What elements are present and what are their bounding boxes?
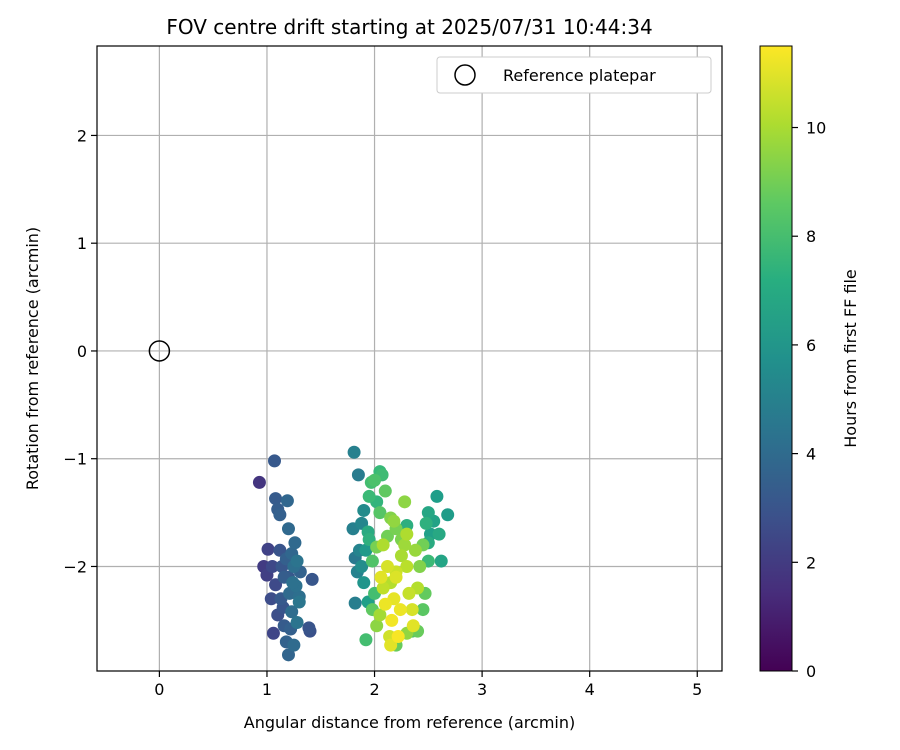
data-point <box>421 506 435 520</box>
colorbar-tick-label: 4 <box>806 445 816 464</box>
x-axis-label: Angular distance from reference (arcmin) <box>244 713 575 732</box>
data-point <box>400 527 414 541</box>
data-point <box>434 554 448 568</box>
data-point <box>359 633 373 647</box>
data-point <box>365 554 379 568</box>
data-point <box>406 619 420 633</box>
data-point <box>376 581 390 595</box>
data-point <box>398 538 412 552</box>
legend: Reference platepar <box>436 56 712 94</box>
x-tick-label: 3 <box>477 680 487 699</box>
data-point <box>287 638 301 652</box>
data-point <box>288 536 302 550</box>
colorbar-tick-label: 10 <box>806 119 826 138</box>
data-point <box>385 613 399 627</box>
data-point <box>416 603 430 617</box>
data-point <box>384 638 398 652</box>
y-tick-label: 2 <box>77 126 87 145</box>
data-point <box>355 559 369 573</box>
data-point <box>378 484 392 498</box>
data-point <box>405 603 419 617</box>
x-tick-label: 5 <box>692 680 702 699</box>
data-point <box>269 492 283 506</box>
data-point <box>370 619 384 633</box>
data-point <box>400 559 414 573</box>
reference-platepar-marker <box>148 340 171 362</box>
data-point <box>265 559 279 573</box>
x-tick-label: 0 <box>154 680 164 699</box>
data-point <box>374 570 388 584</box>
y-axis-ticks: −2 −1 0 1 2 <box>63 126 97 576</box>
x-axis-ticks: 0 1 2 3 4 5 <box>154 671 702 699</box>
grid <box>97 46 722 671</box>
plot-frame <box>96 45 723 672</box>
data-point <box>267 454 281 468</box>
data-point <box>391 630 405 644</box>
colorbar: 0 2 4 6 8 10 Hours from first FF file <box>759 45 860 681</box>
data-point <box>441 508 455 522</box>
data-point <box>413 559 427 573</box>
colorbar-tick-label: 2 <box>806 553 816 572</box>
data-point <box>393 603 407 617</box>
colorbar-gradient <box>759 45 793 672</box>
scatter-points <box>252 445 455 662</box>
data-point <box>269 578 283 592</box>
data-point <box>398 495 412 509</box>
data-point <box>389 570 403 584</box>
data-point <box>286 576 300 590</box>
data-point <box>373 506 387 520</box>
data-point <box>266 626 280 640</box>
data-point <box>419 516 433 530</box>
data-point <box>281 522 295 536</box>
y-tick-label: 0 <box>77 342 87 361</box>
x-tick-label: 4 <box>585 680 595 699</box>
data-point <box>285 605 299 619</box>
data-point <box>347 445 361 459</box>
data-point <box>357 576 371 590</box>
data-point <box>387 514 401 528</box>
data-point <box>408 543 422 557</box>
legend-marker <box>454 64 476 86</box>
data-point <box>357 503 371 517</box>
data-point <box>252 475 266 489</box>
x-tick-label: 2 <box>369 680 379 699</box>
chart-title: FOV centre drift starting at 2025/07/31 … <box>166 15 652 39</box>
data-point <box>292 595 306 609</box>
data-point <box>281 648 295 662</box>
colorbar-ticks: 0 2 4 6 8 10 <box>792 119 826 681</box>
data-point <box>351 468 365 482</box>
legend-box <box>436 56 712 94</box>
data-point <box>380 559 394 573</box>
data-point <box>302 621 316 635</box>
colorbar-tick-label: 0 <box>806 662 816 681</box>
data-point <box>430 489 444 503</box>
data-point <box>378 597 392 611</box>
data-point <box>273 508 287 522</box>
data-point <box>348 596 362 610</box>
y-tick-label: −1 <box>63 450 87 469</box>
data-point <box>261 542 275 556</box>
colorbar-tick-label: 8 <box>806 227 816 246</box>
data-point <box>376 538 390 552</box>
data-point <box>290 554 304 568</box>
data-point <box>432 527 446 541</box>
data-point <box>305 572 319 586</box>
data-point <box>359 543 373 557</box>
y-tick-label: 1 <box>77 234 87 253</box>
data-point <box>264 592 278 606</box>
data-point <box>362 489 376 503</box>
data-point <box>280 494 294 508</box>
colorbar-label: Hours from first FF file <box>841 269 860 448</box>
data-point <box>290 616 304 630</box>
y-tick-label: −2 <box>63 557 87 576</box>
y-axis-label: Rotation from reference (arcmin) <box>23 227 42 490</box>
legend-label: Reference platepar <box>503 66 656 85</box>
colorbar-tick-label: 6 <box>806 336 816 355</box>
data-point <box>402 586 416 600</box>
x-tick-label: 1 <box>262 680 272 699</box>
data-point <box>373 608 387 622</box>
data-point <box>394 549 408 563</box>
data-point <box>368 473 382 487</box>
